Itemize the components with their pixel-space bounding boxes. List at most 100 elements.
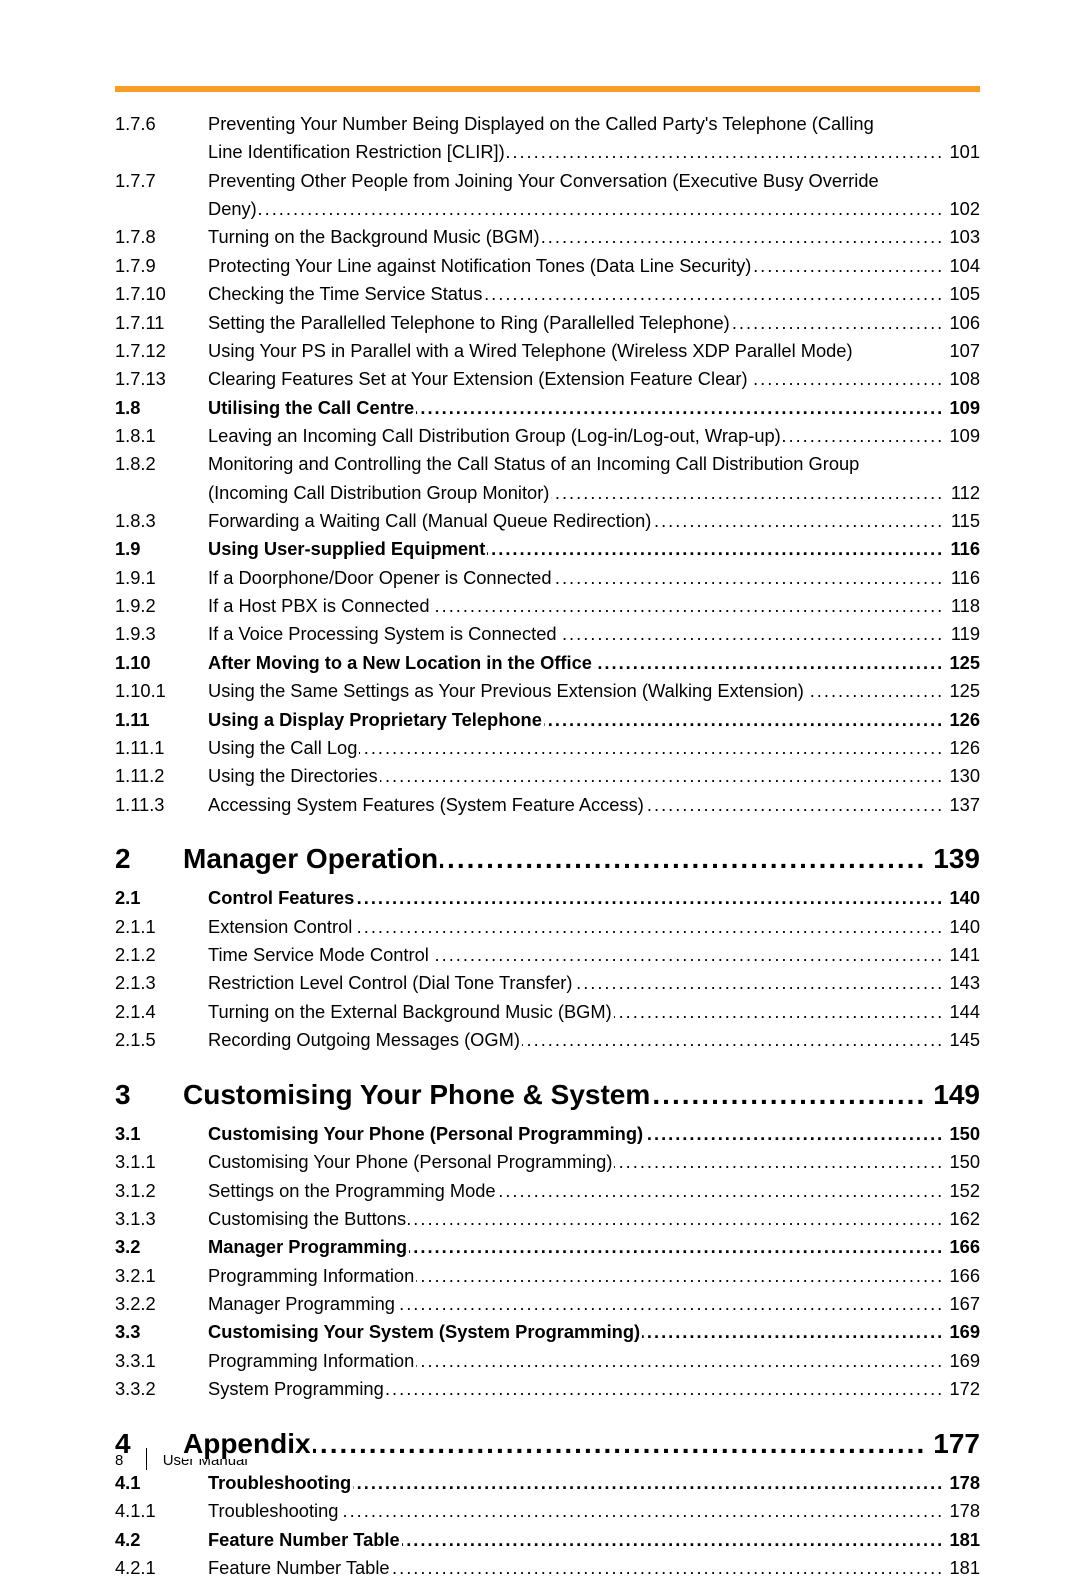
toc-page: 150 [943, 1120, 980, 1148]
toc-number: 1.9 [115, 535, 208, 563]
toc-entry: 1.7.13Clearing Features Set at Your Exte… [115, 365, 980, 393]
toc-page: 119 [945, 620, 980, 648]
toc-entry: 3.2.2Manager Programming 167 [115, 1290, 980, 1318]
toc-page: 162 [943, 1205, 980, 1233]
toc-title: Control Features [208, 887, 356, 908]
toc-page: 140 [943, 913, 980, 941]
table-of-contents: 1.7.6Preventing Your Number Being Displa… [115, 110, 980, 1582]
toc-title: Using User-supplied Equipment [208, 538, 487, 559]
toc-number: 4.1.1 [115, 1497, 208, 1525]
toc-entry: 1.7.7Preventing Other People from Joinin… [115, 167, 980, 224]
toc-leader: Restriction Level Control (Dial Tone Tra… [208, 969, 943, 997]
toc-chapter: 2Manager Operation139 [115, 837, 980, 880]
toc-page: 104 [943, 252, 980, 280]
toc-number: 1.8.1 [115, 422, 208, 450]
toc-number: 1.11.1 [115, 734, 208, 762]
toc-number: 2.1.1 [115, 913, 208, 941]
toc-title: Appendix [183, 1428, 313, 1459]
toc-entry: 1.7.11Setting the Parallelled Telephone … [115, 309, 980, 337]
toc-page: 152 [943, 1177, 980, 1205]
toc-leader: Turning on the Background Music (BGM) [208, 223, 943, 251]
toc-number: 1.11.2 [115, 762, 208, 790]
toc-entry: 1.10After Moving to a New Location in th… [115, 649, 980, 677]
toc-title: If a Voice Processing System is Connecte… [208, 623, 559, 644]
toc-entry: 1.8.2Monitoring and Controlling the Call… [115, 450, 980, 507]
toc-entry: 4.1.1Troubleshooting 178 [115, 1497, 980, 1525]
toc-title: System Programming [208, 1378, 386, 1399]
toc-number: 4.2.1 [115, 1554, 208, 1582]
toc-page: 112 [945, 479, 980, 507]
toc-number: 3.1 [115, 1120, 208, 1148]
toc-leader: Troubleshooting [208, 1469, 943, 1497]
toc-text-block: Preventing Your Number Being Displayed o… [208, 110, 980, 167]
toc-title: Using the Same Settings as Your Previous… [208, 680, 806, 701]
toc-entry: 3.1.3Customising the Buttons 162 [115, 1205, 980, 1233]
toc-title: Extension Control [208, 916, 354, 937]
toc-leader: Programming Information [208, 1347, 943, 1375]
toc-page: 166 [943, 1262, 980, 1290]
toc-number: 3.1.3 [115, 1205, 208, 1233]
toc-page: 149 [927, 1073, 980, 1116]
toc-number: 3.3.2 [115, 1375, 208, 1403]
toc-entry: 2.1.3Restriction Level Control (Dial Ton… [115, 969, 980, 997]
toc-leader: Line Identification Restriction [CLIR]) [208, 138, 943, 166]
toc-entry: 1.7.10Checking the Time Service Status 1… [115, 280, 980, 308]
toc-leader: (Incoming Call Distribution Group Monito… [208, 479, 945, 507]
toc-leader: Leaving an Incoming Call Distribution Gr… [208, 422, 943, 450]
toc-page: 141 [943, 941, 980, 969]
toc-entry: 3.2.1Programming Information 166 [115, 1262, 980, 1290]
toc-title-line2-row: (Incoming Call Distribution Group Monito… [208, 479, 980, 507]
toc-title: Clearing Features Set at Your Extension … [208, 368, 750, 389]
toc-entry: 1.7.9Protecting Your Line against Notifi… [115, 252, 980, 280]
toc-leader: Settings on the Programming Mode [208, 1177, 943, 1205]
toc-leader: Extension Control [208, 913, 943, 941]
toc-leader: Appendix [183, 1422, 927, 1465]
toc-title: Customising Your System (System Programm… [208, 1321, 642, 1342]
toc-page: 126 [943, 734, 980, 762]
toc-title: Troubleshooting [208, 1500, 340, 1521]
toc-number: 4.2 [115, 1526, 208, 1554]
toc-title: Accessing System Features (System Featur… [208, 794, 646, 815]
toc-title: Customising Your Phone (Personal Program… [208, 1123, 645, 1144]
toc-leader: Utilising the Call Centre [208, 394, 943, 422]
toc-title: After Moving to a New Location in the Of… [208, 652, 594, 673]
toc-number: 3.3 [115, 1318, 208, 1346]
toc-number: 1.9.2 [115, 592, 208, 620]
toc-title: Time Service Mode Control [208, 944, 431, 965]
toc-leader: Customising Your Phone (Personal Program… [208, 1148, 943, 1176]
footer-page-number: 8 [115, 1452, 141, 1469]
toc-number: 3.1.2 [115, 1177, 208, 1205]
toc-title: If a Doorphone/Door Opener is Connected [208, 567, 554, 588]
toc-leader: Feature Number Table [208, 1554, 943, 1582]
toc-entry: 3.1Customising Your Phone (Personal Prog… [115, 1120, 980, 1148]
toc-leader: Customising Your Phone (Personal Program… [208, 1120, 943, 1148]
toc-page: 143 [943, 969, 980, 997]
toc-number: 1.7.10 [115, 280, 208, 308]
toc-page: 166 [943, 1233, 980, 1261]
toc-page: 181 [943, 1554, 980, 1582]
toc-leader: Customising the Buttons [208, 1205, 943, 1233]
toc-leader: If a Doorphone/Door Opener is Connected [208, 564, 945, 592]
toc-page: 103 [943, 223, 980, 251]
toc-title-line2-row: Line Identification Restriction [CLIR]) … [208, 138, 980, 166]
toc-number: 2.1.5 [115, 1026, 208, 1054]
toc-title: Customising the Buttons [208, 1208, 408, 1229]
toc-entry: 2.1Control Features 140 [115, 884, 980, 912]
toc-leader: Manager Programming [208, 1290, 943, 1318]
toc-entry: 1.9.2If a Host PBX is Connected 118 [115, 592, 980, 620]
toc-number: 3.1.1 [115, 1148, 208, 1176]
toc-leader: Programming Information [208, 1262, 943, 1290]
toc-leader: Using User-supplied Equipment [208, 535, 945, 563]
toc-title: Manager Programming [208, 1293, 397, 1314]
toc-entry: 2.1.2Time Service Mode Control 141 [115, 941, 980, 969]
toc-number: 2.1 [115, 884, 208, 912]
toc-number: 1.9.1 [115, 564, 208, 592]
toc-entry: 1.8Utilising the Call Centre 109 [115, 394, 980, 422]
toc-title: Manager Programming [208, 1236, 409, 1257]
toc-title: Customising Your Phone (Personal Program… [208, 1151, 614, 1172]
toc-title: Protecting Your Line against Notificatio… [208, 255, 753, 276]
toc-page: 115 [945, 507, 980, 535]
toc-page: 140 [943, 884, 980, 912]
toc-leader: System Programming [208, 1375, 943, 1403]
toc-leader: If a Host PBX is Connected [208, 592, 945, 620]
